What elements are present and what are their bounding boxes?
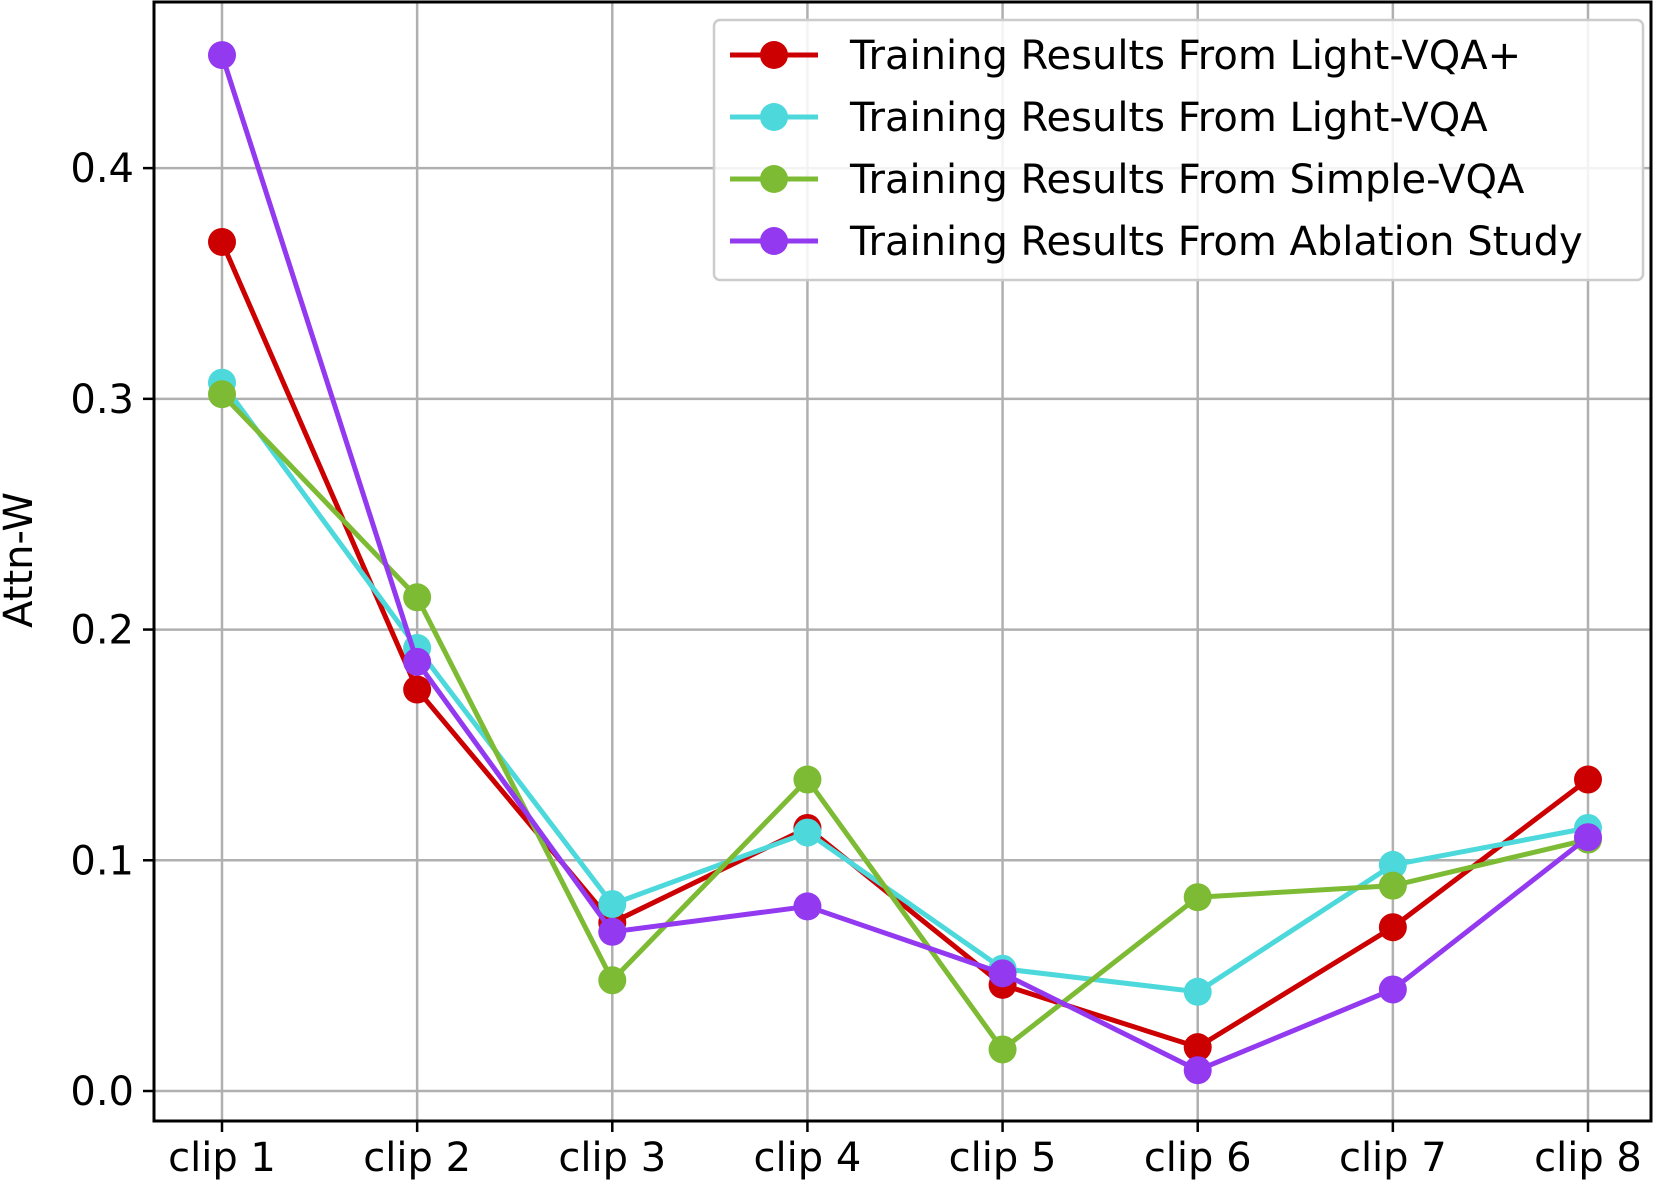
x-tick-label: clip 4 [754, 1135, 862, 1181]
series-4-point [1183, 1056, 1212, 1085]
legend-marker-4 [760, 227, 788, 255]
legend-label-1: Training Results From Light-VQA+ [849, 33, 1521, 79]
y-axis-label: Attn-W [0, 492, 42, 628]
series-1-point [1378, 913, 1407, 942]
series-3-point [1378, 871, 1407, 900]
x-tick-label: clip 2 [363, 1135, 471, 1181]
series-2-point [1183, 977, 1212, 1006]
series-3-point [793, 765, 822, 794]
legend-marker-2 [760, 103, 788, 131]
series-4-point [598, 917, 627, 946]
series-4-point [1378, 975, 1407, 1004]
legend: Training Results From Light-VQA+ Training… [712, 18, 1645, 282]
series-1-point [1574, 765, 1602, 794]
series-2-point [1378, 850, 1407, 879]
axis-ticks: clip 1 clip 2 clip 3 clip 4 clip 5 clip 6 clip… [70, 146, 1642, 1181]
y-tick-label: 0.1 [70, 838, 134, 884]
x-tick-label: clip 1 [168, 1135, 276, 1181]
series-1-point [208, 227, 236, 256]
legend-label-4: Training Results From Ablation Study [849, 219, 1583, 265]
x-tick-label: clip 8 [1534, 1135, 1642, 1181]
plot-frame [152, 0, 1653, 1123]
y-tick-label: 0.4 [70, 146, 134, 192]
x-tick-label: clip 7 [1339, 1135, 1447, 1181]
y-tick-label: 0.3 [70, 377, 134, 423]
series-3-point [598, 966, 627, 995]
series-line-4 [219, 54, 1590, 1073]
series-4-point [208, 41, 236, 70]
legend-label-2: Training Results From Light-VQA [849, 95, 1488, 141]
legend-label-3: Training Results From Simple-VQA [849, 157, 1525, 203]
series-4-point [988, 959, 1017, 988]
series-1-point [403, 675, 432, 704]
series-line-1 [219, 240, 1590, 1050]
legend-box [712, 18, 1645, 282]
series-line-3 [220, 392, 1589, 1052]
series-3-point [1183, 883, 1212, 912]
series-4-point [1574, 823, 1602, 852]
series-1-point [1183, 1033, 1212, 1062]
x-tick-label: clip 3 [558, 1135, 666, 1181]
series-3-point [208, 380, 236, 409]
series-2-point [598, 890, 627, 919]
legend-marker-1 [760, 41, 788, 69]
y-tick-label: 0.0 [70, 1069, 134, 1115]
series-2-point [793, 818, 822, 847]
x-tick-label: clip 5 [949, 1135, 1057, 1181]
series-4-point [403, 647, 432, 676]
series-3-point [988, 1035, 1017, 1064]
x-tick-label: clip 6 [1144, 1135, 1252, 1181]
y-tick-label: 0.2 [70, 608, 134, 654]
series-3-point [403, 583, 432, 612]
series-group [208, 41, 1602, 1085]
series-4-point [793, 892, 822, 921]
legend-marker-3 [760, 165, 788, 193]
